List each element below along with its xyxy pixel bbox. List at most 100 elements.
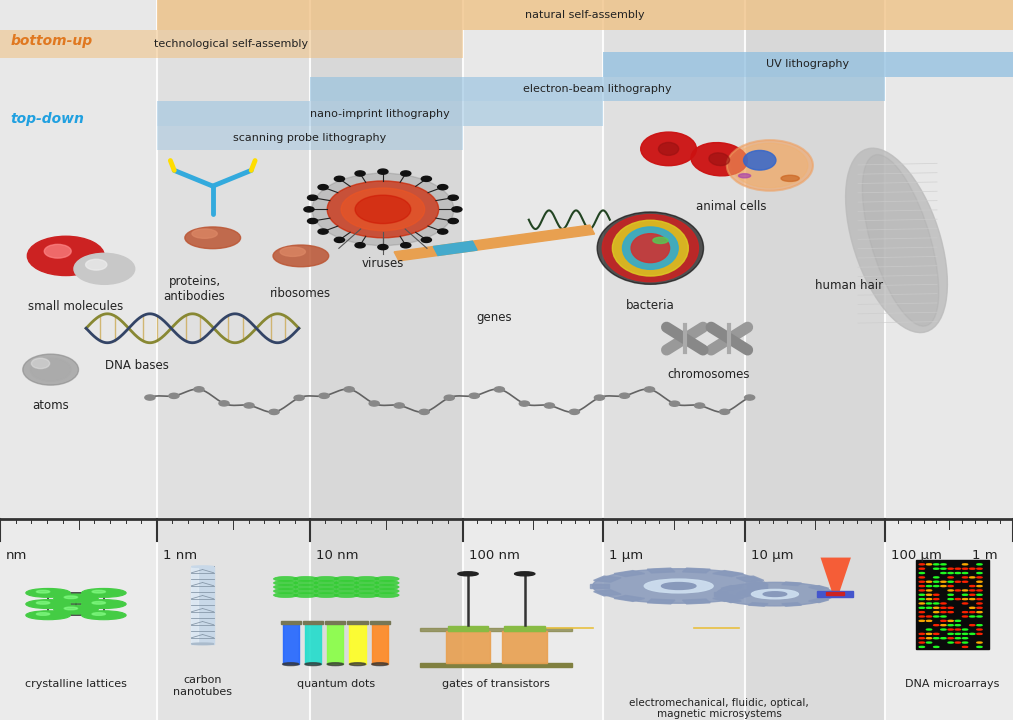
Bar	[370, 621, 390, 624]
Circle shape	[941, 625, 946, 626]
Circle shape	[977, 611, 982, 613]
Circle shape	[294, 580, 318, 585]
Circle shape	[941, 616, 946, 617]
Circle shape	[314, 580, 338, 585]
Ellipse shape	[31, 359, 50, 369]
Circle shape	[948, 598, 953, 600]
Bar	[157, 102, 603, 126]
Ellipse shape	[598, 212, 704, 284]
Circle shape	[962, 603, 967, 604]
Bar	[504, 626, 545, 631]
Bar	[594, 590, 621, 596]
Ellipse shape	[184, 227, 241, 248]
Circle shape	[695, 403, 705, 408]
Text: carbon
nanotubes: carbon nanotubes	[173, 675, 232, 697]
Circle shape	[927, 585, 932, 587]
Circle shape	[934, 564, 939, 565]
Circle shape	[941, 564, 946, 565]
Circle shape	[927, 590, 932, 591]
Circle shape	[64, 607, 78, 610]
Bar	[647, 599, 675, 604]
Ellipse shape	[613, 220, 689, 276]
Circle shape	[919, 616, 925, 617]
Text: scanning probe lithography: scanning probe lithography	[233, 133, 387, 143]
Text: bottom-up: bottom-up	[10, 35, 92, 48]
Circle shape	[36, 613, 50, 616]
Circle shape	[919, 581, 925, 582]
Circle shape	[494, 387, 504, 392]
Bar	[157, 0, 1013, 30]
Text: 1 m: 1 m	[972, 549, 998, 562]
Circle shape	[334, 589, 359, 593]
Ellipse shape	[738, 174, 751, 178]
Circle shape	[927, 603, 932, 604]
Text: DNA microarrays: DNA microarrays	[905, 680, 1000, 689]
Text: 1 μm: 1 μm	[609, 549, 643, 562]
Circle shape	[378, 169, 388, 174]
Circle shape	[438, 229, 448, 234]
Circle shape	[375, 593, 399, 598]
Bar	[713, 595, 744, 601]
Circle shape	[934, 603, 939, 604]
Bar	[817, 590, 853, 597]
Circle shape	[919, 568, 925, 570]
Bar	[0, 0, 157, 517]
Circle shape	[969, 585, 975, 587]
Circle shape	[977, 590, 982, 591]
Circle shape	[955, 568, 960, 570]
Circle shape	[969, 577, 975, 578]
Circle shape	[969, 625, 975, 626]
Circle shape	[269, 410, 280, 415]
Bar	[463, 517, 603, 720]
Circle shape	[948, 642, 953, 643]
Circle shape	[294, 589, 318, 593]
Bar	[446, 631, 490, 663]
Circle shape	[934, 577, 939, 578]
Circle shape	[919, 607, 925, 608]
Circle shape	[36, 590, 50, 593]
Text: technological self-assembly: technological self-assembly	[154, 39, 309, 49]
Circle shape	[934, 638, 939, 639]
Text: 10 nm: 10 nm	[316, 549, 359, 562]
Ellipse shape	[732, 143, 808, 188]
Circle shape	[752, 590, 798, 599]
Circle shape	[919, 594, 925, 595]
Bar	[683, 568, 710, 573]
Circle shape	[948, 585, 953, 587]
Bar	[714, 593, 727, 595]
Circle shape	[593, 569, 765, 603]
Circle shape	[969, 598, 975, 600]
Circle shape	[919, 611, 925, 613]
Ellipse shape	[631, 234, 670, 263]
Circle shape	[948, 577, 953, 578]
Circle shape	[716, 582, 834, 606]
Text: 1 nm: 1 nm	[163, 549, 198, 562]
Circle shape	[355, 171, 365, 176]
Circle shape	[92, 601, 105, 604]
Circle shape	[355, 589, 379, 593]
Circle shape	[948, 568, 953, 570]
Circle shape	[934, 594, 939, 595]
Circle shape	[962, 581, 967, 582]
Circle shape	[934, 581, 939, 582]
Circle shape	[977, 629, 982, 630]
Circle shape	[977, 564, 982, 565]
Text: human hair: human hair	[814, 279, 883, 292]
Bar	[647, 568, 675, 573]
Bar	[372, 624, 388, 664]
Circle shape	[941, 607, 946, 608]
Circle shape	[458, 572, 478, 576]
Circle shape	[969, 594, 975, 595]
Circle shape	[962, 572, 967, 574]
Bar	[736, 576, 764, 582]
Circle shape	[26, 588, 71, 598]
Bar	[603, 0, 745, 517]
Circle shape	[569, 409, 579, 415]
Circle shape	[145, 395, 155, 400]
Circle shape	[948, 572, 953, 574]
Text: natural self-assembly: natural self-assembly	[525, 10, 645, 20]
Circle shape	[927, 594, 932, 595]
Text: atoms: atoms	[32, 399, 69, 412]
Circle shape	[955, 572, 960, 574]
Circle shape	[81, 588, 127, 598]
